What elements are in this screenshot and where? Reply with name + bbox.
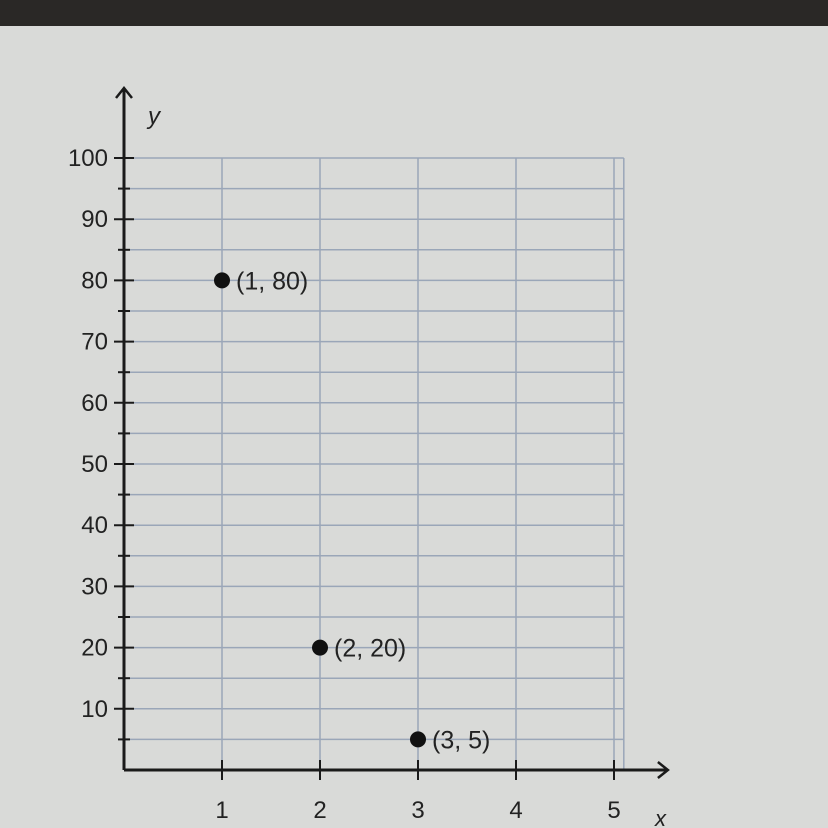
x-axis-label: x xyxy=(654,806,667,828)
x-tick-label: 2 xyxy=(313,797,326,824)
x-tick-label: 1 xyxy=(215,797,228,824)
y-tick-label: 30 xyxy=(81,573,108,600)
points: (1, 80) (2, 20) (3, 5) xyxy=(214,267,490,754)
x-tick-label: 3 xyxy=(411,797,424,824)
y-axis-arrow xyxy=(115,85,133,99)
data-point xyxy=(410,731,426,748)
y-tick-label: 10 xyxy=(81,696,108,723)
data-label: (2, 20) xyxy=(334,635,406,663)
y-tick-label: 100 xyxy=(68,145,108,172)
grid xyxy=(124,157,625,770)
ticks: 10 20 30 40 50 60 70 80 90 100 1 2 3 4 5 xyxy=(68,145,621,824)
y-tick-label: 60 xyxy=(81,390,108,417)
y-tick-label: 20 xyxy=(81,635,108,662)
x-tick-label: 5 xyxy=(607,797,620,824)
data-label: (1, 80) xyxy=(236,267,308,295)
y-tick-label: 80 xyxy=(81,267,108,294)
axes xyxy=(115,85,670,779)
y-tick-label: 90 xyxy=(81,206,108,233)
data-point xyxy=(214,272,230,289)
y-tick-label: 70 xyxy=(81,329,108,356)
y-axis-label: y xyxy=(146,103,162,130)
y-tick-label: 40 xyxy=(81,512,108,539)
photo-top-border xyxy=(0,0,828,26)
x-axis-arrow xyxy=(657,761,670,779)
y-tick-label: 50 xyxy=(81,451,108,478)
data-point xyxy=(312,639,328,656)
data-label: (3, 5) xyxy=(432,726,490,754)
x-tick-label: 4 xyxy=(509,797,522,824)
